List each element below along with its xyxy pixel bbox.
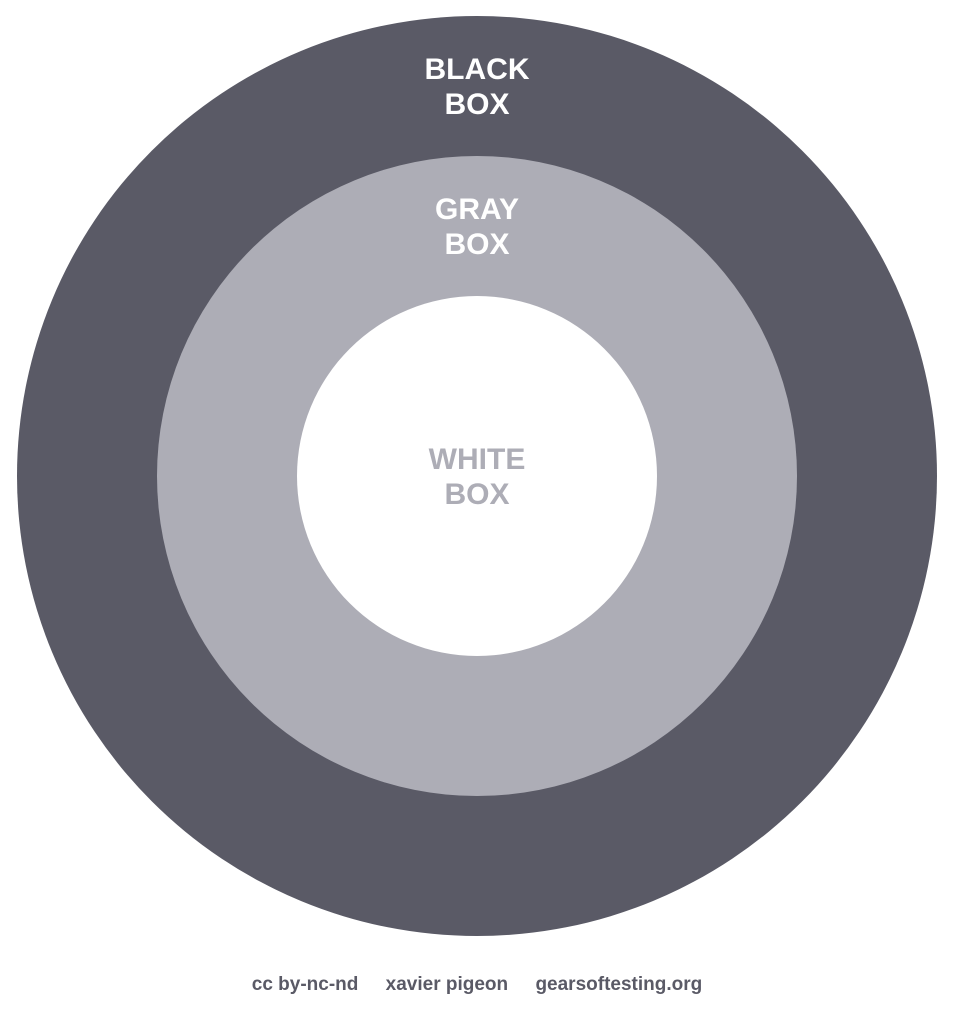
white-box-label: WHITE BOX [0,442,954,512]
license-text: cc by-nc-nd [251,974,359,995]
black-box-label-line-1: BLACK [424,53,530,86]
white-box-ring [297,296,657,656]
gray-box-label-line-1: GRAY [435,193,519,226]
author-text: xavier pigeon [385,974,509,995]
gray-box-label-line-2: BOX [444,228,510,261]
site-text: gearsoftesting.org [535,974,703,995]
gray-box-label: GRAY BOX [0,192,954,262]
credits-footer: cc by-nc-nd xavier pigeon gearsoftesting… [0,973,954,997]
white-box-label-line-2: BOX [444,478,510,511]
white-box-label-line-1: WHITE [428,443,526,476]
black-box-label: BLACK BOX [0,52,954,122]
black-box-label-line-2: BOX [444,88,510,121]
